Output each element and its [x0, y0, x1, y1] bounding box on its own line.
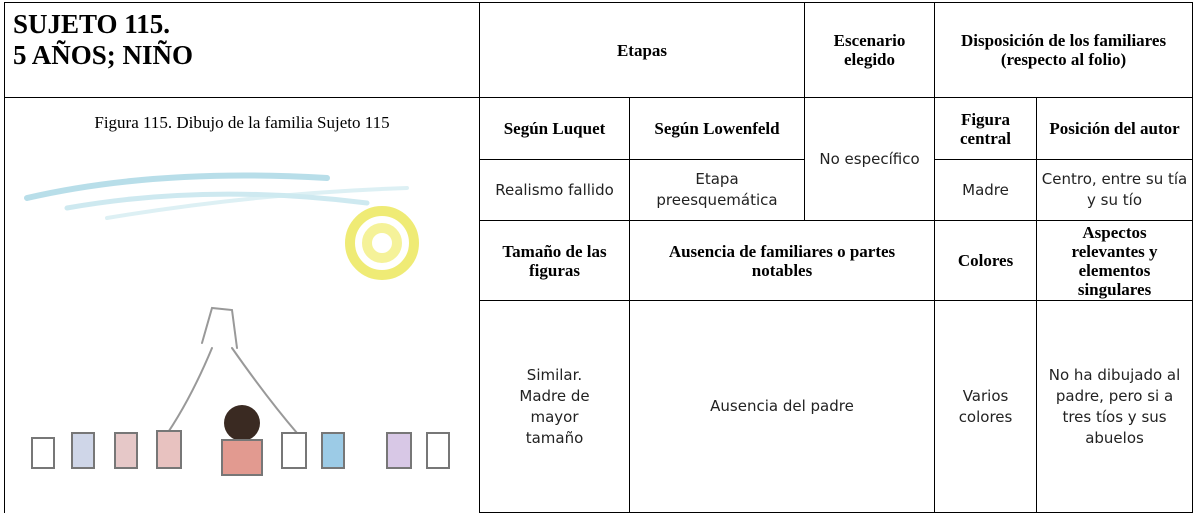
figure-cell: Figura 115. Dibujo de la familia Sujeto …: [4, 97, 480, 513]
escenario-value: No específico: [804, 97, 936, 221]
title-cell: SUJETO 115. 5 AÑOS; NIÑO: [4, 2, 480, 98]
luquet-header: Según Luquet: [479, 97, 630, 160]
age: 5 AÑOS; NIÑO: [13, 40, 194, 70]
ausencia-header: Ausencia de familiares o partes notables: [628, 220, 936, 301]
posicion-value: Centro, entre su tía y su tío: [1036, 159, 1194, 221]
escenario-header: Escenario elegido: [804, 2, 936, 98]
tamano-header: Tamaño de las figuras: [479, 220, 630, 301]
figura-central-value: Madre: [934, 159, 1038, 221]
disposicion-header: Disposición de los familiares (respecto a…: [934, 2, 1194, 98]
ausencia-value: Ausencia del padre: [628, 300, 936, 513]
tamano-value: Similar. Madre de mayor tamaño: [479, 300, 630, 513]
lowenfeld-header: Según Lowenfeld: [628, 97, 806, 160]
posicion-header: Posición del autor: [1036, 97, 1194, 160]
disposicion-title: Disposición de los familiares: [960, 31, 1167, 50]
luquet-value: Realismo fallido: [479, 159, 630, 221]
subject: SUJETO 115.: [13, 9, 171, 39]
aspectos-header: Aspectos relevantes y elementos singular…: [1036, 220, 1194, 301]
subject-table: SUJETO 115. 5 AÑOS; NIÑO Etapas Escenario…: [4, 2, 1194, 513]
figure-caption: Figura 115. Dibujo de la familia Sujeto …: [94, 113, 390, 132]
aspectos-value: No ha dibujado al padre, pero si a tres …: [1036, 300, 1194, 513]
colores-header: Colores: [934, 220, 1038, 301]
etapas-header: Etapas: [478, 2, 806, 98]
family-drawing: [24, 172, 450, 476]
colores-value: Varios colores: [934, 300, 1038, 513]
disposicion-note: (respecto al folio): [1000, 50, 1127, 69]
lowenfeld-value: Etapa preesquemática: [628, 159, 806, 221]
figura-central-header: Figura central: [934, 97, 1038, 160]
